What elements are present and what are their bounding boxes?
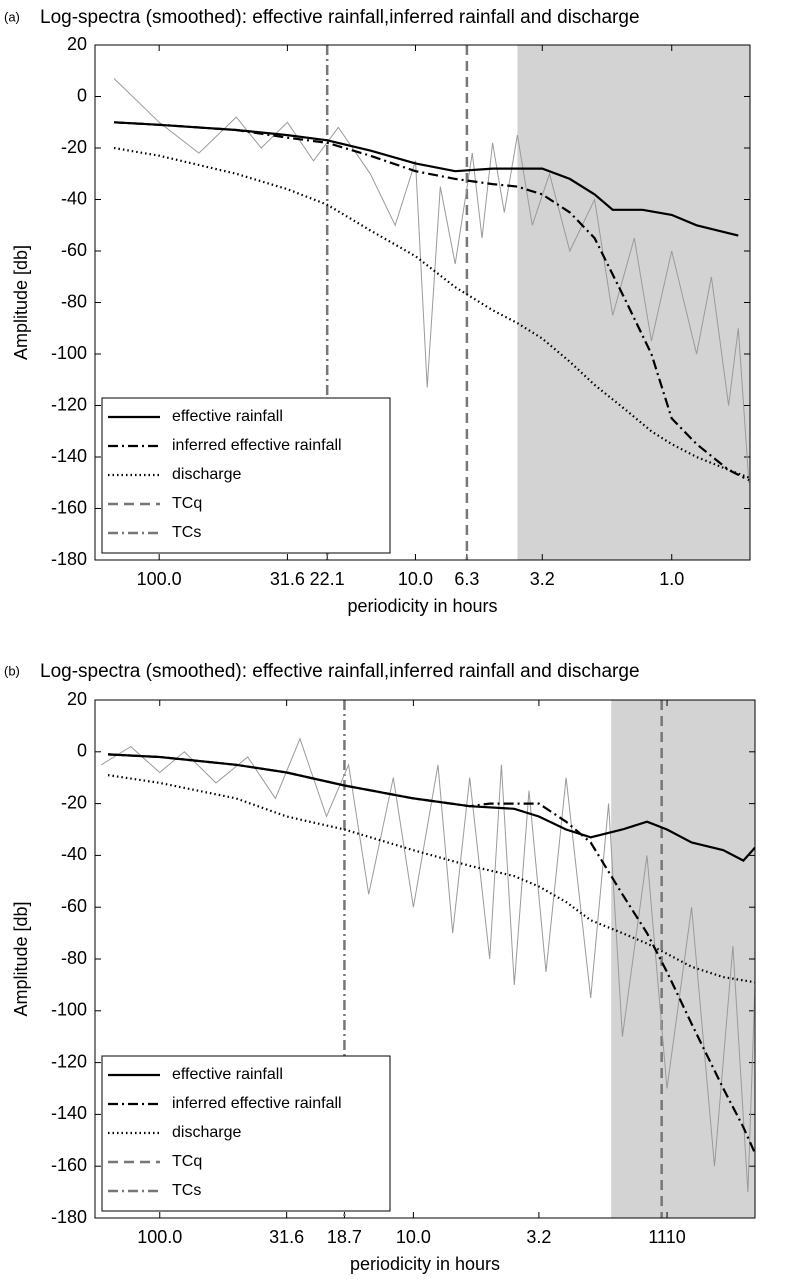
x-tick-label: 6.3 (454, 569, 479, 589)
x-tick-label: 1110 (648, 1227, 685, 1247)
y-tick-label: 20 (67, 689, 87, 709)
y-axis-label: Amplitude [db] (11, 901, 31, 1016)
y-tick-label: -80 (61, 291, 87, 311)
y-tick-label: -100 (51, 343, 87, 363)
y-tick-label: -160 (51, 1155, 87, 1175)
y-tick-label: -60 (61, 240, 87, 260)
legend: effective rainfall inferred effective rai… (101, 397, 391, 554)
raw-spectrum-line (113, 78, 750, 483)
legend-label: discharge (172, 1124, 241, 1141)
y-tick-label: -140 (51, 446, 87, 466)
y-tick-label: -140 (51, 1103, 87, 1123)
series-line (113, 121, 739, 237)
y-axis-label: Amplitude [db] (11, 245, 31, 360)
x-axis-label: periodicity in hours (350, 1254, 500, 1274)
y-tick-label: -40 (61, 188, 87, 208)
plot-area (101, 700, 755, 1218)
x-tick-label: 3.2 (530, 569, 555, 589)
legend-label: inferred effective rainfall (172, 437, 342, 454)
y-tick-label: 0 (77, 741, 87, 761)
series-line (113, 146, 750, 479)
panel-label: (b) (4, 663, 20, 678)
panel: (b) Log-spectra (smoothed): effective rai… (4, 661, 756, 1274)
legend: effective rainfall inferred effective rai… (101, 1055, 391, 1212)
chart-title: Log-spectra (smoothed): effective rainfa… (40, 661, 640, 682)
axes-frame (94, 699, 756, 1219)
x-tick-label: 100.0 (137, 1227, 182, 1247)
shaded-region (517, 45, 750, 560)
y-tick-label: -120 (51, 1051, 87, 1071)
y-tick-label: -60 (61, 896, 87, 916)
y-tick-label: -180 (51, 549, 87, 569)
series-line (107, 774, 755, 984)
panel: (a) Log-spectra (smoothed): effective rai… (4, 7, 751, 616)
x-tick-label: 18.7 (327, 1227, 362, 1247)
chart-title: Log-spectra (smoothed): effective rainfa… (40, 7, 640, 28)
y-tick-label: -120 (51, 394, 87, 414)
x-tick-label: 10.0 (398, 569, 433, 589)
y-tick-label: -180 (51, 1207, 87, 1227)
y-tick-label: -100 (51, 1000, 87, 1020)
legend-label: TCq (172, 1153, 202, 1170)
x-tick-label: 31.6 (270, 569, 305, 589)
x-tick-label: 31.6 (269, 1227, 304, 1247)
y-tick-label: -20 (61, 137, 87, 157)
y-tick-label: 20 (67, 34, 87, 54)
x-tick-label: 100.0 (137, 569, 182, 589)
y-tick-label: -20 (61, 792, 87, 812)
legend-label: TCs (172, 524, 201, 541)
series-line (107, 753, 755, 862)
axes-frame (94, 44, 751, 561)
x-axis-label: periodicity in hours (347, 596, 497, 616)
legend-label: discharge (172, 466, 241, 483)
x-tick-label: 1.0 (659, 569, 684, 589)
legend-label: effective rainfall (172, 1066, 283, 1083)
y-tick-label: -80 (61, 948, 87, 968)
legend-label: TCq (172, 495, 202, 512)
x-tick-label: 10.0 (396, 1227, 431, 1247)
legend-label: inferred effective rainfall (172, 1095, 342, 1112)
shaded-region (611, 700, 755, 1218)
x-tick-label: 22.1 (310, 569, 345, 589)
legend-label: TCs (172, 1182, 201, 1199)
y-tick-label: 0 (77, 85, 87, 105)
y-tick-label: -160 (51, 497, 87, 517)
legend-label: effective rainfall (172, 408, 283, 425)
y-tick-label: -40 (61, 844, 87, 864)
panel-label: (a) (4, 9, 20, 24)
x-tick-label: 3.2 (526, 1227, 551, 1247)
series-line (113, 121, 750, 482)
